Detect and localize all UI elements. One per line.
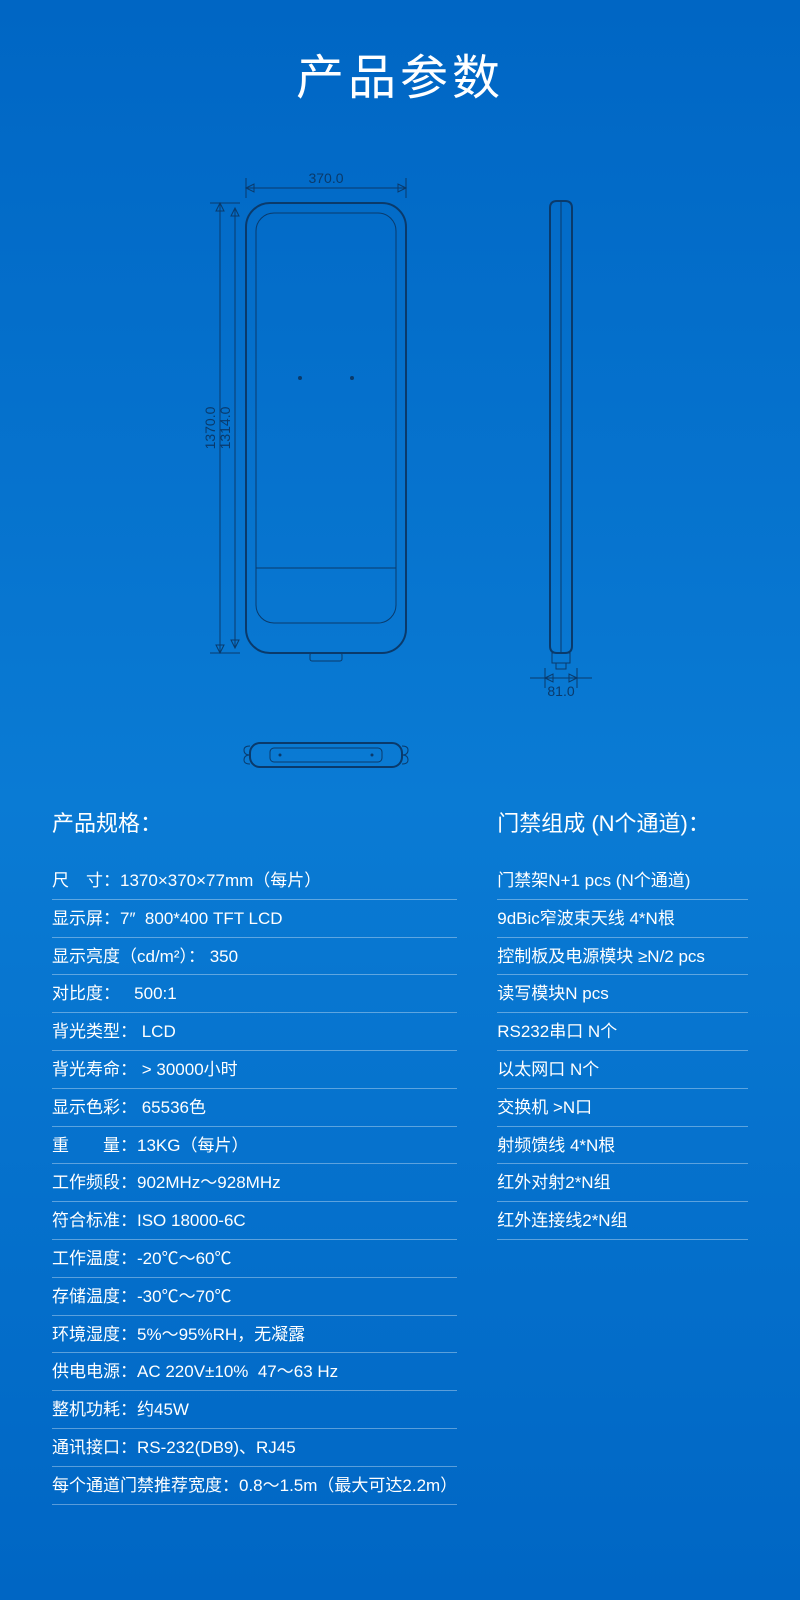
spec-row: 通讯接口：RS-232(DB9)、RJ45	[52, 1429, 457, 1467]
technical-diagram: 370.0 1370.0 1314.0	[0, 148, 800, 788]
spec-value: 控制板及电源模块 ≥N/2 pcs	[497, 947, 705, 966]
spec-label: 供电电源：	[52, 1362, 137, 1381]
spec-label: 存储温度：	[52, 1287, 137, 1306]
spec-value: 0.8～1.5m（最大可达2.2m）	[239, 1476, 457, 1495]
spec-row: 重 量：13KG（每片）	[52, 1127, 457, 1165]
spec-label: 显示屏：	[52, 909, 120, 928]
spec-value: RS232串口 N个	[497, 1022, 617, 1041]
spec-row: 红外连接线2*N组	[497, 1202, 748, 1240]
spec-row: 对比度： 500:1	[52, 975, 457, 1013]
spec-label: 通讯接口：	[52, 1438, 137, 1457]
svg-text:81.0: 81.0	[547, 683, 574, 699]
spec-value: 500:1	[129, 984, 176, 1003]
spec-row: 工作温度：-20℃～60℃	[52, 1240, 457, 1278]
spec-label: 工作温度：	[52, 1249, 137, 1268]
spec-value: 13KG（每片）	[137, 1136, 248, 1155]
spec-value: ISO 18000-6C	[137, 1211, 246, 1230]
spec-label: 每个通道门禁推荐宽度：	[52, 1476, 239, 1495]
spec-label: 显示色彩：	[52, 1098, 137, 1117]
spec-label: 整机功耗：	[52, 1400, 137, 1419]
spec-value: 交换机 >N口	[497, 1098, 592, 1117]
spec-value: 约45W	[137, 1400, 189, 1419]
spec-label: 环境湿度：	[52, 1325, 137, 1344]
spec-row: 9dBic窄波束天线 4*N根	[497, 900, 748, 938]
spec-row: 整机功耗：约45W	[52, 1391, 457, 1429]
spec-value: 9dBic窄波束天线 4*N根	[497, 909, 675, 928]
spec-row: 尺 寸：1370×370×77mm（每片）	[52, 862, 457, 900]
spec-value: RS-232(DB9)、RJ45	[137, 1438, 296, 1457]
spec-row: 显示亮度（cd/m²）： 350	[52, 938, 457, 976]
spec-row: RS232串口 N个	[497, 1013, 748, 1051]
spec-value: 65536色	[137, 1098, 206, 1117]
spec-value: 以太网口 N个	[497, 1060, 599, 1079]
spec-value: 红外连接线2*N组	[497, 1211, 627, 1230]
spec-value: 读写模块N pcs	[497, 984, 608, 1003]
spec-label: 背光类型：	[52, 1022, 137, 1041]
spec-label: 背光寿命：	[52, 1060, 137, 1079]
svg-text:370.0: 370.0	[308, 170, 343, 186]
spec-label: 重 量：	[52, 1136, 137, 1155]
spec-value: > 30000小时	[137, 1060, 238, 1079]
spec-label: 工作频段：	[52, 1173, 137, 1192]
spec-label: 尺 寸：	[52, 871, 120, 890]
spec-value: 射频馈线 4*N根	[497, 1136, 615, 1155]
spec-row: 红外对射2*N组	[497, 1164, 748, 1202]
specs-right-column: 门禁组成 (N个通道)： 门禁架N+1 pcs (N个通道) 9dBic窄波束天线…	[497, 806, 748, 1505]
spec-row: 工作频段：902MHz～928MHz	[52, 1164, 457, 1202]
svg-text:1314.0: 1314.0	[217, 406, 233, 449]
spec-row: 存储温度：-30℃～70℃	[52, 1278, 457, 1316]
specs-left-column: 产品规格： 尺 寸：1370×370×77mm（每片）显示屏：7″ 800*40…	[52, 806, 457, 1505]
spec-value: 1370×370×77mm（每片）	[120, 871, 321, 890]
spec-value: LCD	[137, 1022, 176, 1041]
spec-row: 显示屏：7″ 800*400 TFT LCD	[52, 900, 457, 938]
side-view: 81.0	[530, 201, 592, 699]
spec-label: 显示亮度（cd/m²）：	[52, 947, 205, 966]
spec-value: AC 220V±10% 47～63 Hz	[137, 1362, 338, 1381]
spec-row: 显示色彩： 65536色	[52, 1089, 457, 1127]
spec-row: 背光类型： LCD	[52, 1013, 457, 1051]
spec-row: 控制板及电源模块 ≥N/2 pcs	[497, 938, 748, 976]
spec-row: 环境湿度：5%～95%RH，无凝露	[52, 1316, 457, 1354]
svg-text:1370.0: 1370.0	[202, 406, 218, 449]
page-title: 产品参数	[0, 0, 800, 108]
specs-container: 产品规格： 尺 寸：1370×370×77mm（每片）显示屏：7″ 800*40…	[0, 806, 800, 1505]
front-view: 370.0 1370.0 1314.0	[202, 170, 406, 661]
spec-value: 350	[205, 947, 238, 966]
spec-row: 背光寿命： > 30000小时	[52, 1051, 457, 1089]
spec-label: 符合标准：	[52, 1211, 137, 1230]
spec-value: 门禁架N+1 pcs (N个通道)	[497, 871, 690, 890]
spec-value: -30℃～70℃	[137, 1287, 231, 1306]
spec-row: 交换机 >N口	[497, 1089, 748, 1127]
spec-value: 红外对射2*N组	[497, 1173, 610, 1192]
specs-left-header: 产品规格：	[52, 806, 457, 838]
spec-row: 读写模块N pcs	[497, 975, 748, 1013]
spec-row: 门禁架N+1 pcs (N个通道)	[497, 862, 748, 900]
spec-value: 5%～95%RH，无凝露	[137, 1325, 305, 1344]
spec-value: 7″ 800*400 TFT LCD	[120, 909, 283, 928]
spec-row: 每个通道门禁推荐宽度：0.8～1.5m（最大可达2.2m）	[52, 1467, 457, 1505]
spec-value: -20℃～60℃	[137, 1249, 231, 1268]
spec-row: 符合标准：ISO 18000-6C	[52, 1202, 457, 1240]
top-view	[244, 743, 408, 767]
spec-value: 902MHz～928MHz	[137, 1173, 281, 1192]
spec-row: 以太网口 N个	[497, 1051, 748, 1089]
spec-row: 供电电源：AC 220V±10% 47～63 Hz	[52, 1353, 457, 1391]
spec-label: 对比度：	[52, 984, 129, 1003]
spec-row: 射频馈线 4*N根	[497, 1127, 748, 1165]
specs-right-header: 门禁组成 (N个通道)：	[497, 806, 748, 838]
